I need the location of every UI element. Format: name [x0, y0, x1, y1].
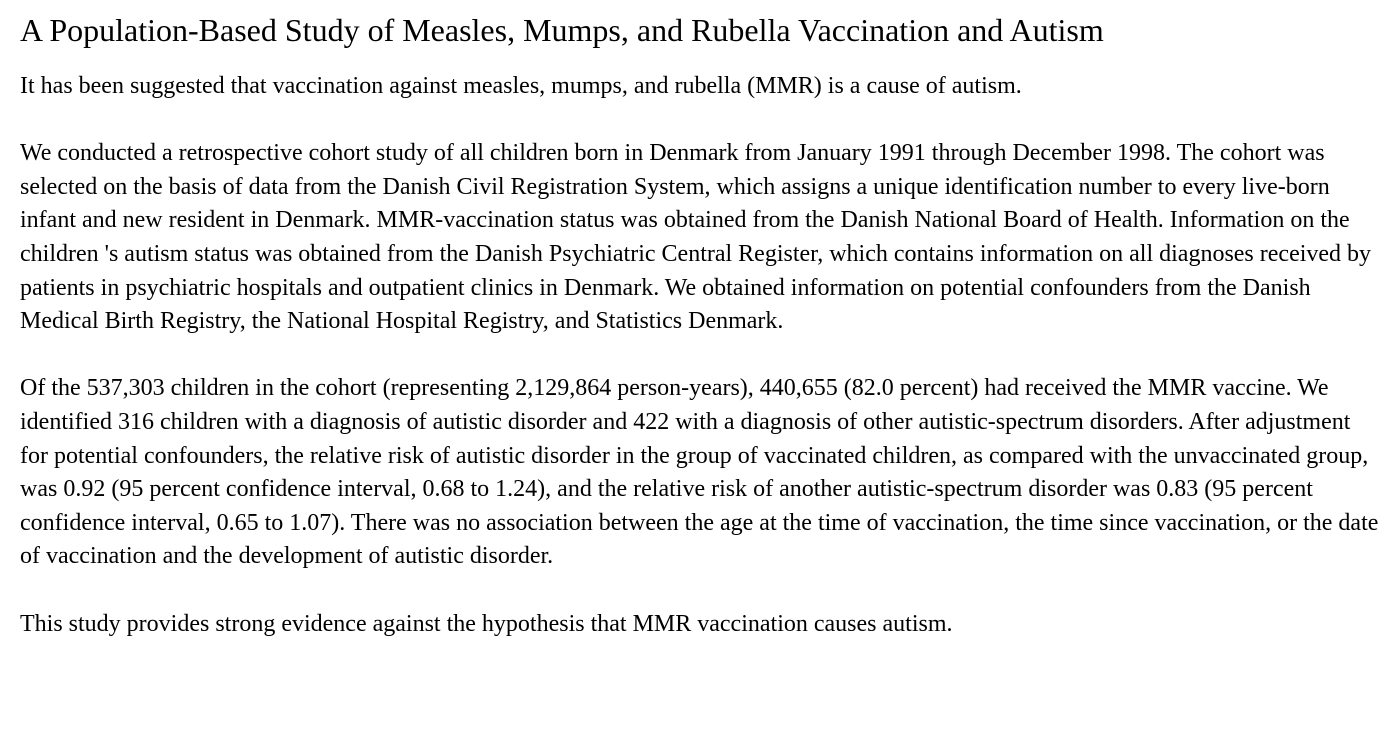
abstract-results: Of the 537,303 children in the cohort (r… — [20, 375, 1379, 570]
abstract-conclusions: This study provides strong evidence agai… — [20, 610, 953, 637]
article-title: A Population-Based Study of Measles, Mum… — [20, 12, 1104, 48]
abstract-methods: We conducted a retrospective cohort stud… — [20, 140, 1372, 335]
abstract-background: It has been suggested that vaccination a… — [20, 73, 1022, 99]
